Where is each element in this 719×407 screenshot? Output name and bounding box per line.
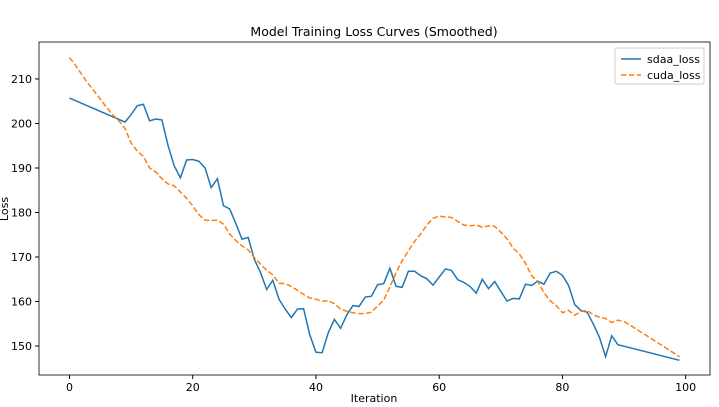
x-tick-label: 0 xyxy=(66,381,73,394)
x-tick-label: 40 xyxy=(309,381,323,394)
legend-label: sdaa_loss xyxy=(647,53,700,66)
x-tick-label: 20 xyxy=(186,381,200,394)
y-tick-label: 150 xyxy=(11,340,32,353)
y-tick-label: 160 xyxy=(11,296,32,309)
plot-frame xyxy=(38,41,711,376)
x-tick-label: 60 xyxy=(432,381,446,394)
line-series xyxy=(69,97,680,362)
x-tick-label: 100 xyxy=(675,381,696,394)
y-tick-label: 190 xyxy=(11,162,32,175)
y-axis-label: Loss xyxy=(0,197,11,221)
y-tick-label: 210 xyxy=(11,73,32,86)
y-tick-label: 200 xyxy=(11,117,32,130)
line-series xyxy=(68,57,680,358)
y-tick-label: 170 xyxy=(11,251,32,264)
x-axis-label: Iteration xyxy=(351,392,398,403)
x-tick-label: 80 xyxy=(555,381,569,394)
legend-label: cuda_loss xyxy=(647,69,701,82)
chart-title: Model Training Loss Curves (Smoothed) xyxy=(250,24,497,39)
y-tick-label: 180 xyxy=(11,207,32,220)
